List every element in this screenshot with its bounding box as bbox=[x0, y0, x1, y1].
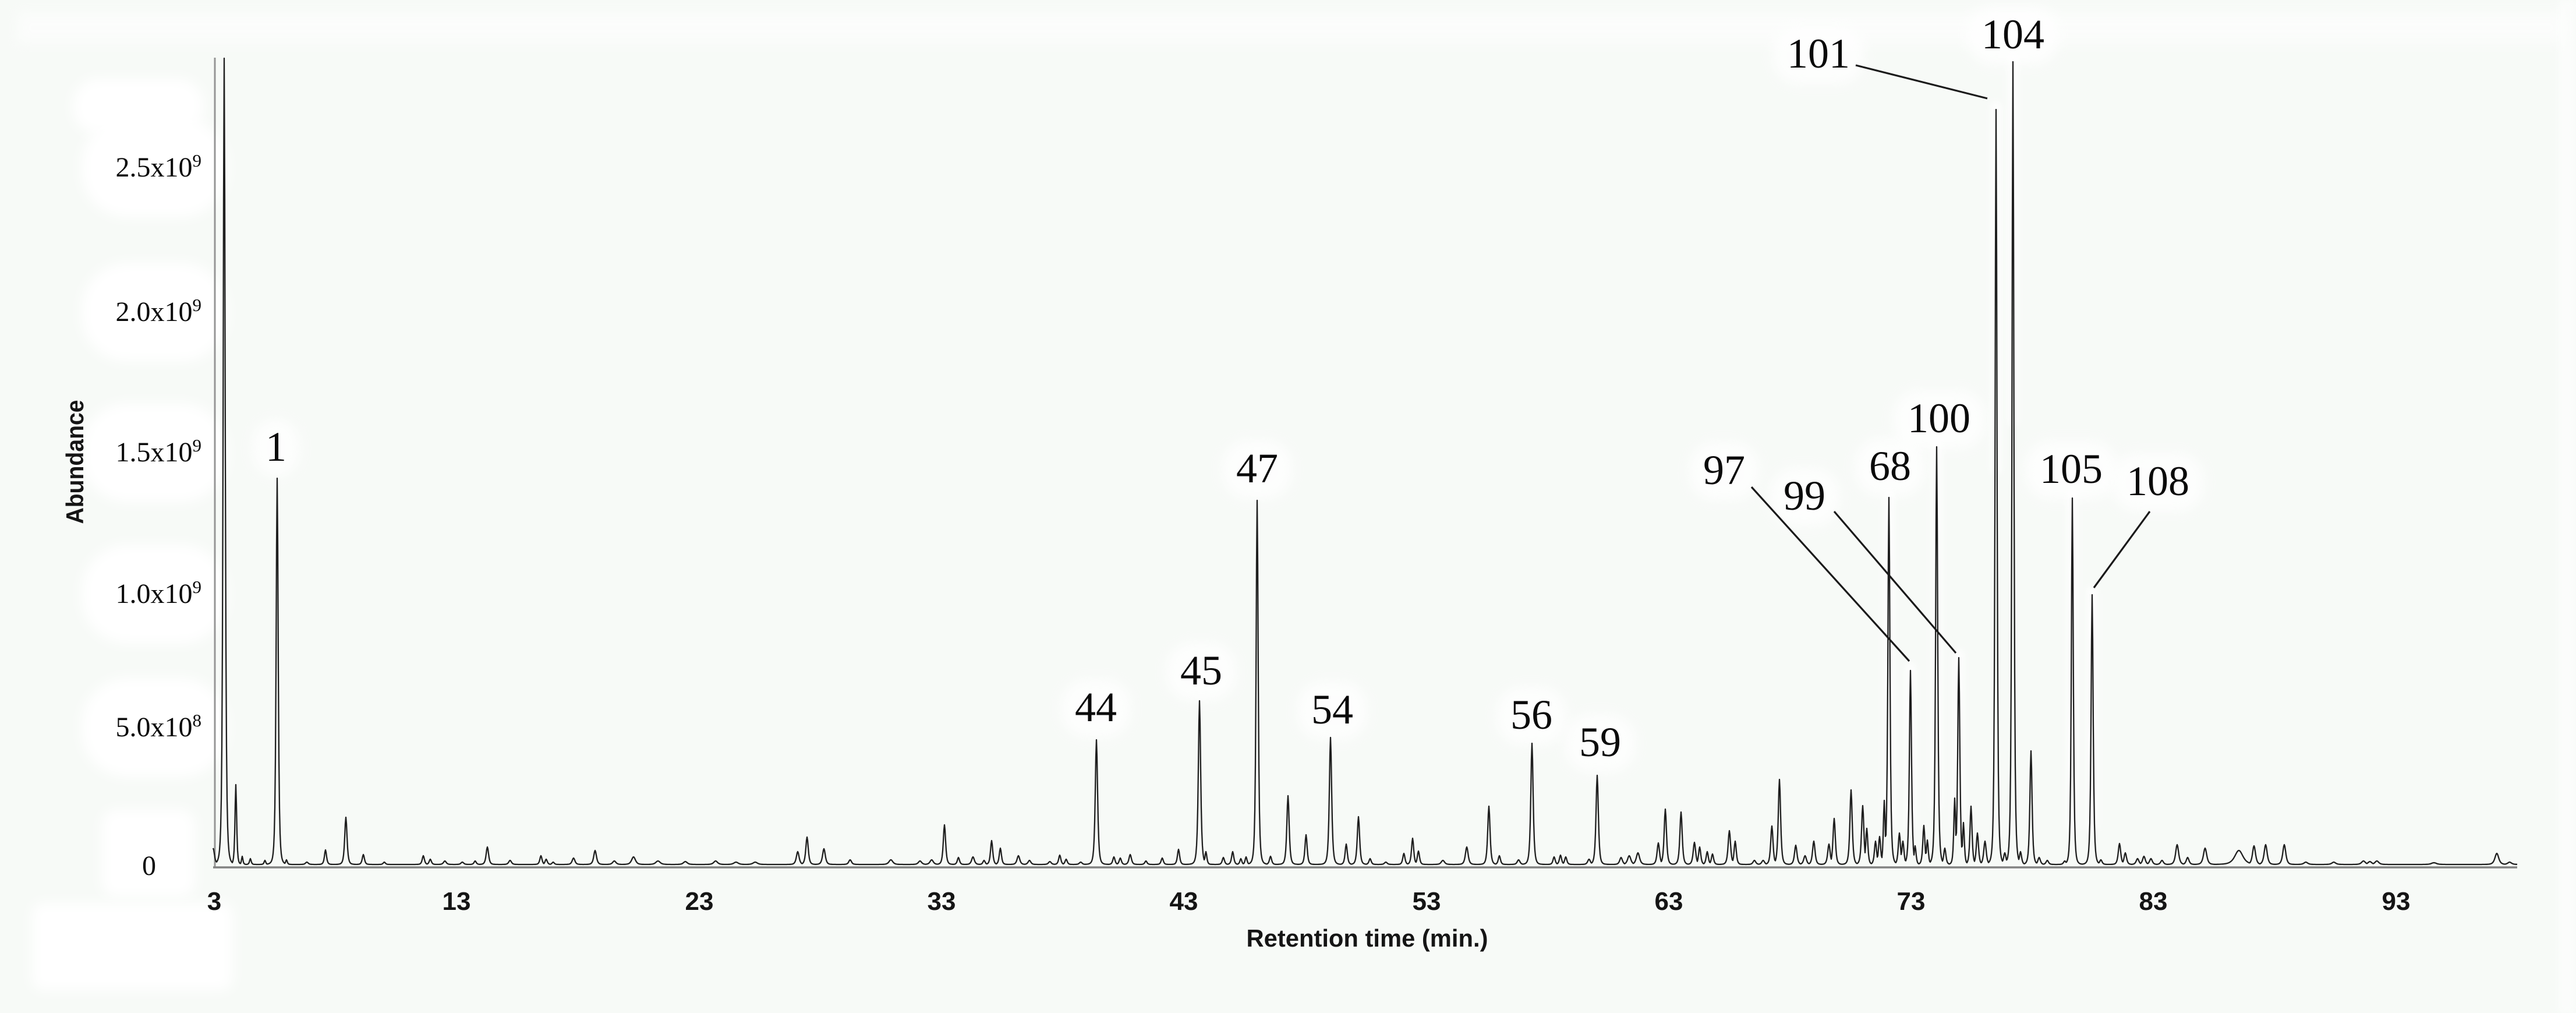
svg-text:101: 101 bbox=[1787, 30, 1850, 77]
svg-text:33: 33 bbox=[928, 887, 956, 916]
svg-text:53: 53 bbox=[1413, 887, 1441, 916]
svg-text:5.0x108: 5.0x108 bbox=[116, 710, 202, 743]
svg-text:104: 104 bbox=[1981, 11, 2044, 58]
svg-text:54: 54 bbox=[1311, 686, 1353, 733]
svg-text:97: 97 bbox=[1703, 447, 1745, 493]
svg-text:13: 13 bbox=[443, 887, 471, 916]
svg-text:73: 73 bbox=[1897, 887, 1926, 916]
svg-text:2.0x109: 2.0x109 bbox=[116, 295, 202, 327]
svg-text:2.5x109: 2.5x109 bbox=[116, 150, 202, 183]
svg-text:1: 1 bbox=[266, 423, 286, 470]
svg-text:100: 100 bbox=[1908, 395, 1970, 442]
svg-text:68: 68 bbox=[1869, 443, 1911, 489]
svg-text:83: 83 bbox=[2139, 887, 2168, 916]
svg-text:1.5x109: 1.5x109 bbox=[116, 435, 202, 468]
svg-text:56: 56 bbox=[1510, 691, 1552, 738]
svg-text:43: 43 bbox=[1170, 887, 1198, 916]
svg-text:Retention time (min.): Retention time (min.) bbox=[1247, 924, 1488, 952]
svg-text:Abundance: Abundance bbox=[61, 400, 89, 524]
svg-text:45: 45 bbox=[1180, 647, 1222, 694]
svg-text:59: 59 bbox=[1579, 719, 1621, 765]
svg-text:108: 108 bbox=[2126, 458, 2189, 504]
svg-text:23: 23 bbox=[685, 887, 714, 916]
svg-text:63: 63 bbox=[1655, 887, 1683, 916]
svg-text:0: 0 bbox=[142, 850, 156, 881]
svg-text:105: 105 bbox=[2040, 446, 2103, 492]
svg-text:93: 93 bbox=[2382, 887, 2411, 916]
svg-text:99: 99 bbox=[1784, 472, 1825, 519]
svg-text:3: 3 bbox=[207, 887, 221, 916]
svg-text:1.0x109: 1.0x109 bbox=[116, 577, 202, 609]
svg-text:44: 44 bbox=[1075, 684, 1117, 730]
svg-text:47: 47 bbox=[1236, 445, 1278, 492]
